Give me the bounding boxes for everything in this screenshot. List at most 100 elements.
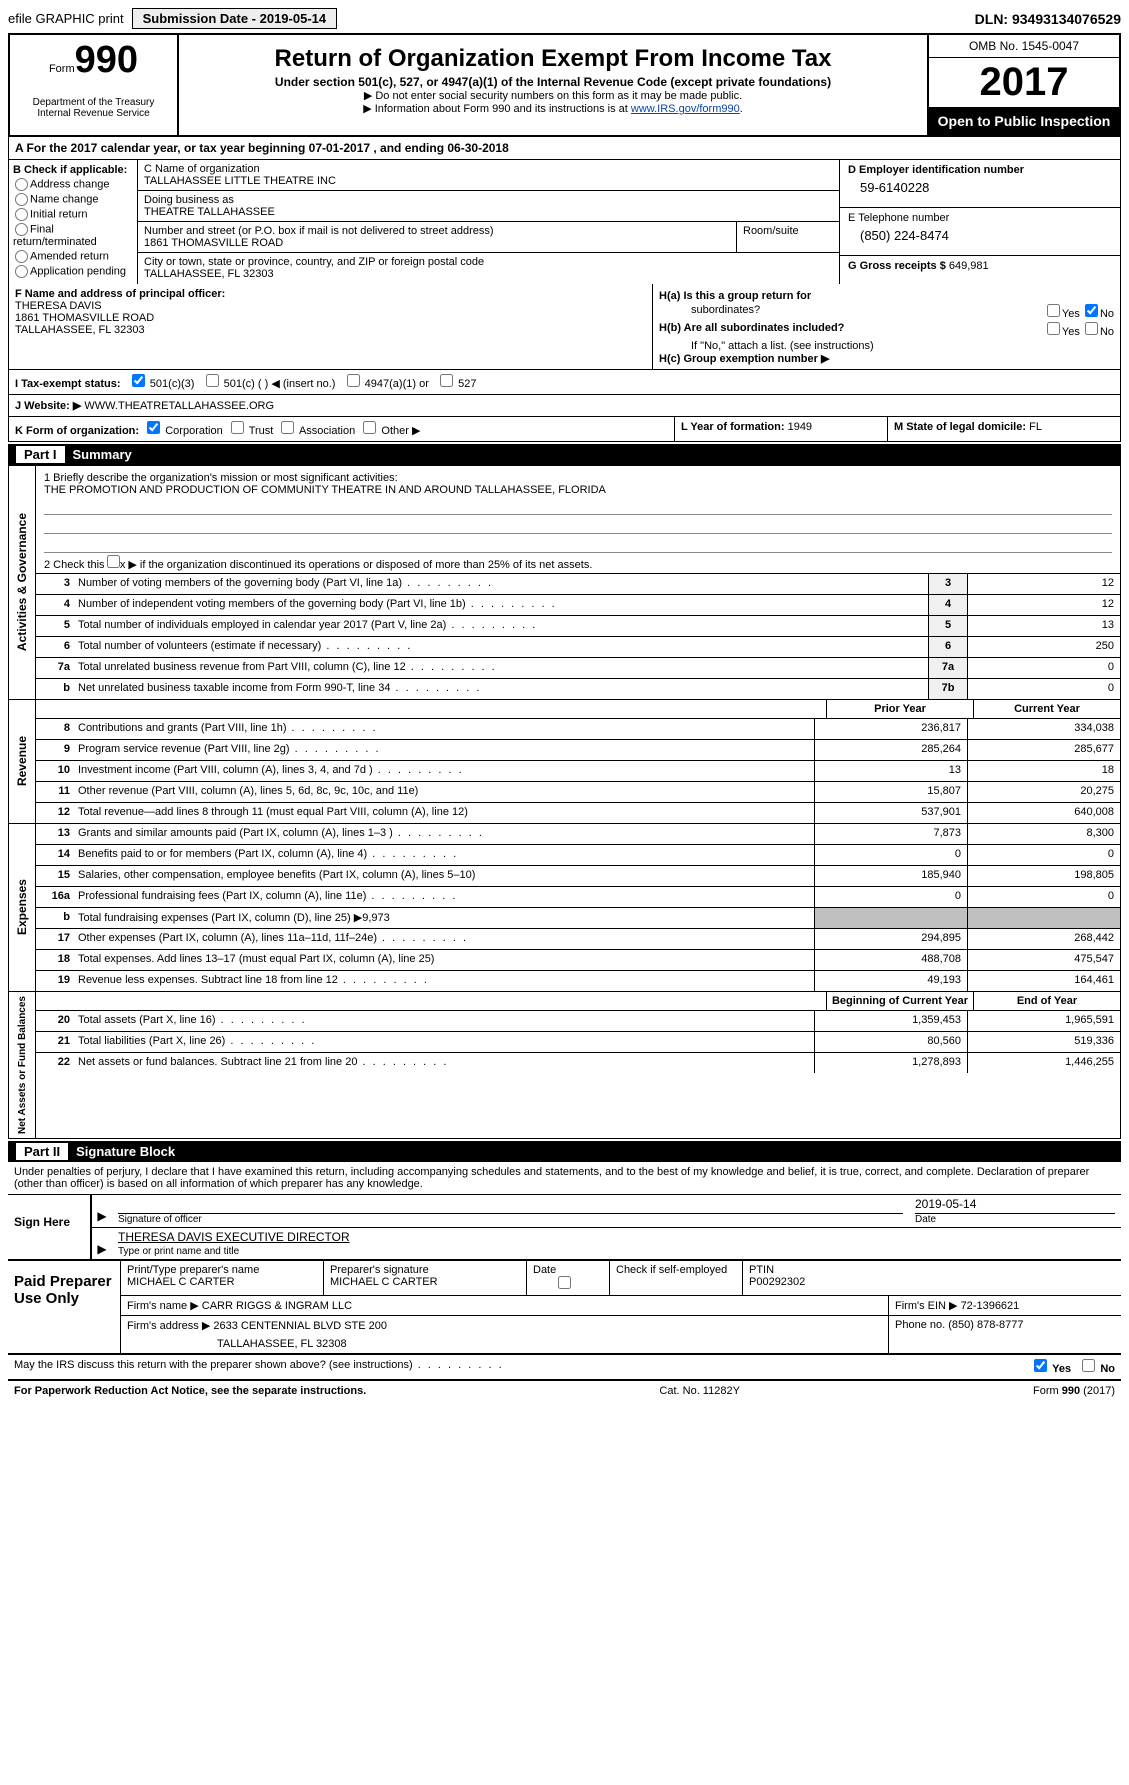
l13-curr: 8,300: [967, 824, 1120, 844]
tax-exempt-label: I Tax-exempt status:: [15, 378, 121, 390]
l22-prior: 1,278,893: [814, 1053, 967, 1073]
dept-line1: Department of the Treasury: [16, 97, 171, 108]
l8-num: 8: [36, 719, 74, 739]
l5-val: 13: [967, 616, 1120, 636]
l15-desc: Salaries, other compensation, employee b…: [74, 866, 814, 886]
final-return-radio[interactable]: [15, 223, 28, 236]
l14-prior: 0: [814, 845, 967, 865]
l13-num: 13: [36, 824, 74, 844]
l11-prior: 15,807: [814, 782, 967, 802]
l20-desc: Total assets (Part X, line 16): [74, 1011, 814, 1031]
address-change-label: Address change: [30, 178, 110, 190]
discuss-no-checkbox[interactable]: [1082, 1359, 1095, 1372]
self-employed-checkbox[interactable]: [558, 1276, 571, 1289]
part1-box: Part I: [16, 446, 65, 463]
hb-yes-checkbox[interactable]: [1047, 322, 1060, 335]
l22-desc: Net assets or fund balances. Subtract li…: [74, 1053, 814, 1073]
l19-desc: Revenue less expenses. Subtract line 18 …: [74, 971, 814, 991]
l7b-val: 0: [967, 679, 1120, 699]
l17-num: 17: [36, 929, 74, 949]
l17-desc: Other expenses (Part IX, column (A), lin…: [74, 929, 814, 949]
l16a-curr: 0: [967, 887, 1120, 907]
l19-prior: 49,193: [814, 971, 967, 991]
paid-preparer-label: Paid Preparer Use Only: [8, 1261, 120, 1353]
ha-no-checkbox[interactable]: [1085, 304, 1098, 317]
ssn-note: ▶ Do not enter social security numbers o…: [191, 89, 915, 102]
l17-prior: 294,895: [814, 929, 967, 949]
l14-curr: 0: [967, 845, 1120, 865]
l16a-desc: Professional fundraising fees (Part IX, …: [74, 887, 814, 907]
part2-header: Part IISignature Block: [8, 1141, 1121, 1162]
application-pending-label: Application pending: [30, 265, 126, 277]
l5-box: 5: [928, 616, 967, 636]
application-pending-radio[interactable]: [15, 265, 28, 278]
l10-num: 10: [36, 761, 74, 781]
sig-officer-label: Signature of officer: [118, 1213, 903, 1225]
officer-name: THERESA DAVIS: [15, 300, 646, 312]
irs-link[interactable]: www.IRS.gov/form990: [631, 103, 740, 115]
l19-num: 19: [36, 971, 74, 991]
l13-desc: Grants and similar amounts paid (Part IX…: [74, 824, 814, 844]
association-checkbox[interactable]: [281, 421, 294, 434]
l7a-val: 0: [967, 658, 1120, 678]
501c3-checkbox[interactable]: [132, 374, 145, 387]
submission-date-button[interactable]: Submission Date - 2019-05-14: [132, 8, 338, 29]
self-employed-label: Check if self-employed: [616, 1264, 727, 1276]
sig-name-value: THERESA DAVIS EXECUTIVE DIRECTOR: [118, 1230, 1115, 1246]
4947-label: 4947(a)(1) or: [365, 378, 429, 390]
l7b-desc: Net unrelated business taxable income fr…: [74, 679, 928, 699]
firm-phone-label: Phone no.: [895, 1319, 945, 1331]
address-change-radio[interactable]: [15, 178, 28, 191]
year-formation-label: L Year of formation:: [681, 421, 785, 433]
form-header: Form990 Department of the Treasury Inter…: [8, 33, 1121, 137]
l16a-num: 16a: [36, 887, 74, 907]
ha-yes-checkbox[interactable]: [1047, 304, 1060, 317]
4947-checkbox[interactable]: [347, 374, 360, 387]
501c-checkbox[interactable]: [206, 374, 219, 387]
preparer-sig-label: Preparer's signature: [330, 1264, 520, 1276]
part1-title: Summary: [73, 447, 132, 462]
website-label: J Website: ▶: [15, 400, 81, 412]
begin-year-header: Beginning of Current Year: [826, 992, 973, 1010]
hb-note: If "No," attach a list. (see instruction…: [659, 340, 1114, 352]
sig-arrow-icon: ▶: [92, 1195, 112, 1227]
hb-no-checkbox[interactable]: [1085, 322, 1098, 335]
discuss-yes-checkbox[interactable]: [1034, 1359, 1047, 1372]
l18-curr: 475,547: [967, 950, 1120, 970]
l6-desc: Total number of volunteers (estimate if …: [74, 637, 928, 657]
tel-value: (850) 224-8474: [848, 224, 1112, 251]
l9-desc: Program service revenue (Part VIII, line…: [74, 740, 814, 760]
amended-return-label: Amended return: [30, 250, 109, 262]
preparer-print-value: MICHAEL C CARTER: [127, 1276, 317, 1288]
discontinued-checkbox[interactable]: [107, 555, 120, 568]
section-m: M State of legal domicile: FL: [887, 417, 1120, 441]
l8-prior: 236,817: [814, 719, 967, 739]
501c-label: 501(c) ( ) ◀ (insert no.): [224, 378, 336, 390]
section-b: B Check if applicable: Address change Na…: [9, 160, 138, 284]
other-checkbox[interactable]: [363, 421, 376, 434]
trust-checkbox[interactable]: [231, 421, 244, 434]
initial-return-radio[interactable]: [15, 208, 28, 221]
l8-desc: Contributions and grants (Part VIII, lin…: [74, 719, 814, 739]
name-change-radio[interactable]: [15, 193, 28, 206]
l11-curr: 20,275: [967, 782, 1120, 802]
527-checkbox[interactable]: [440, 374, 453, 387]
l4-desc: Number of independent voting members of …: [74, 595, 928, 615]
street-value: 1861 THOMASVILLE ROAD: [144, 237, 730, 249]
expenses-side-label: Expenses: [13, 875, 31, 939]
netassets-side-label: Net Assets or Fund Balances: [15, 992, 30, 1138]
state-domicile-value: FL: [1029, 421, 1042, 433]
part2-title: Signature Block: [76, 1144, 175, 1159]
l12-prior: 537,901: [814, 803, 967, 823]
l10-curr: 18: [967, 761, 1120, 781]
ein-label: D Employer identification number: [848, 164, 1112, 176]
firm-name-label: Firm's name ▶: [127, 1300, 199, 1312]
room-suite-label: Room/suite: [737, 222, 839, 252]
omb-number: OMB No. 1545-0047: [929, 35, 1119, 58]
hc-label: H(c) Group exemption number ▶: [659, 353, 829, 365]
l11-desc: Other revenue (Part VIII, column (A), li…: [74, 782, 814, 802]
amended-return-radio[interactable]: [15, 250, 28, 263]
dept-line2: Internal Revenue Service: [16, 108, 171, 119]
corporation-checkbox[interactable]: [147, 421, 160, 434]
mission-q2: 2 Check this box ▶ if the organization d…: [44, 555, 1112, 571]
